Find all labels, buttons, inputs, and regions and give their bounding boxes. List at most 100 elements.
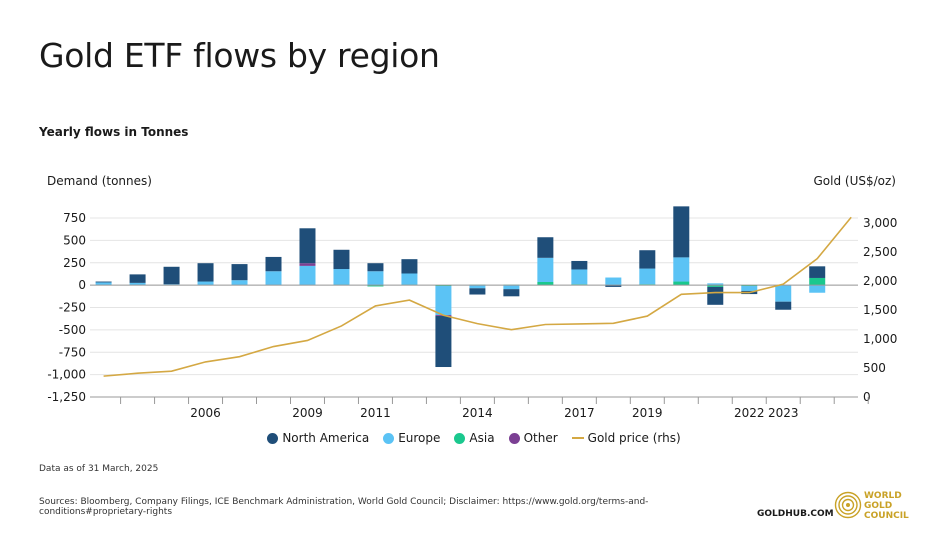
bar-europe — [809, 285, 826, 293]
bar-europe — [605, 277, 622, 286]
bar-north-america — [401, 259, 418, 274]
x-tick-label: 2019 — [632, 406, 663, 420]
legend-label-asia: Asia — [469, 431, 495, 445]
bar-europe — [435, 286, 452, 316]
north-america-swatch — [267, 432, 279, 444]
y-tick-label: -250 — [59, 301, 86, 315]
y-tick-label: 750 — [63, 211, 86, 225]
y2-tick-label: 2,500 — [863, 245, 897, 259]
bar-north-america — [435, 316, 452, 368]
x-tick-label: 2022 — [734, 406, 765, 420]
bar-europe — [129, 282, 146, 286]
y-tick-label: -750 — [59, 345, 86, 359]
bar-europe — [299, 265, 316, 286]
bar-north-america — [775, 301, 792, 310]
y2-tick-label: 3,000 — [863, 216, 897, 230]
bar-north-america — [231, 264, 248, 281]
logo-line-2: GOLD — [864, 501, 893, 511]
bar-asia — [707, 285, 724, 287]
x-tick-label: 2014 — [462, 406, 493, 420]
other-swatch — [508, 432, 520, 444]
x-tick-label: 2009 — [292, 406, 323, 420]
legend-item-europe[interactable]: Europe — [383, 431, 440, 445]
y-tick-label: 250 — [63, 256, 86, 270]
bar-europe — [707, 283, 724, 286]
x-tick-label: 2017 — [564, 406, 595, 420]
bar-europe — [571, 269, 588, 285]
bar-north-america — [197, 263, 214, 282]
y2-tick-label: 500 — [863, 361, 886, 375]
x-tick-label: 2006 — [190, 406, 221, 420]
bar-europe — [503, 285, 520, 290]
y2-tick-label: 0 — [863, 390, 871, 404]
bar-asia — [809, 277, 826, 286]
bar-europe — [231, 280, 248, 286]
europe-swatch — [383, 432, 395, 444]
legend-label-europe: Europe — [398, 431, 441, 445]
goldhub-link[interactable]: GOLDHUB.COM — [757, 509, 834, 519]
asia-swatch — [454, 432, 466, 444]
bar-europe — [775, 285, 792, 302]
left-axis-title: Demand (tonnes) — [47, 174, 152, 188]
y-tick-label: -500 — [59, 323, 86, 337]
y-tick-label: 0 — [78, 278, 86, 292]
bar-europe — [333, 269, 350, 285]
bar-europe — [537, 257, 554, 282]
bar-europe — [639, 268, 656, 285]
y-tick-label: -1,250 — [47, 390, 86, 404]
world-gold-council-logo-icon — [834, 491, 862, 519]
bar-north-america — [605, 285, 622, 287]
x-tick-label: 2023 — [768, 406, 799, 420]
logo-line-3: COUNCIL — [864, 511, 909, 521]
bar-north-america — [469, 288, 486, 295]
bar-north-america — [809, 266, 826, 278]
legend-item-other[interactable]: Other — [508, 431, 558, 445]
gold-price-swatch — [571, 437, 584, 439]
bar-north-america — [333, 249, 350, 270]
bar-europe — [265, 271, 282, 286]
bar-asia — [673, 281, 690, 286]
sources-disclaimer: Sources: Bloomberg, Company Filings, ICE… — [39, 497, 649, 517]
bar-europe — [741, 286, 758, 291]
bar-north-america — [299, 228, 316, 264]
y-tick-label: -1,000 — [47, 368, 86, 382]
logo-line-1: WORLD — [864, 491, 902, 501]
bar-asia — [537, 281, 554, 286]
bar-north-america — [673, 206, 690, 258]
legend-item-gold-price[interactable]: Gold price (rhs) — [571, 431, 681, 445]
legend-item-asia[interactable]: Asia — [454, 431, 495, 445]
bar-europe — [95, 282, 112, 286]
bar-north-america — [265, 256, 282, 272]
data-date-note: Data as of 31 March, 2025 — [39, 464, 159, 474]
x-tick-label: 2011 — [360, 406, 391, 420]
legend-label-north-america: North America — [282, 431, 370, 445]
legend-label-other: Other — [523, 431, 558, 445]
bar-north-america — [639, 250, 656, 269]
bar-north-america — [95, 281, 112, 283]
y2-tick-label: 1,500 — [863, 303, 897, 317]
bar-europe — [197, 281, 214, 286]
bar-europe — [401, 273, 418, 285]
bar-north-america — [503, 289, 520, 297]
legend-item-north-america[interactable]: North America — [267, 431, 369, 445]
chart-legend: North America Europe Asia Other Gold pri… — [0, 431, 948, 445]
bar-north-america — [707, 286, 724, 305]
bar-north-america — [163, 266, 180, 285]
y2-tick-label: 1,000 — [863, 332, 897, 346]
page-title: Gold ETF flows by region — [39, 36, 440, 75]
y-tick-label: 500 — [63, 233, 86, 247]
world-gold-council-wordmark: WORLD GOLD COUNCIL — [864, 491, 909, 521]
bar-asia — [367, 285, 384, 287]
bar-north-america — [129, 274, 146, 283]
y2-tick-label: 2,000 — [863, 274, 897, 288]
bar-europe — [469, 285, 486, 289]
bar-north-america — [537, 237, 554, 258]
bar-europe — [367, 271, 384, 286]
chart-subtitle: Yearly flows in Tonnes — [39, 125, 189, 139]
bar-europe — [673, 257, 690, 282]
bar-north-america — [571, 260, 588, 270]
gold-price-line — [103, 216, 852, 377]
bar-north-america — [367, 263, 384, 272]
right-axis-title: Gold (US$/oz) — [813, 174, 897, 188]
